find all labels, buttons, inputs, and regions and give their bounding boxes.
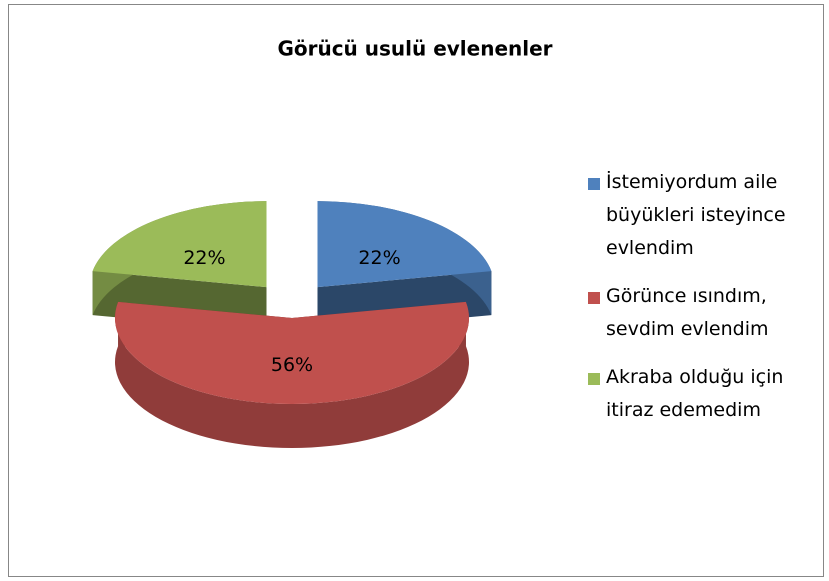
legend-swatch [588, 292, 600, 304]
data-label: 56% [271, 354, 313, 376]
legend-swatch [588, 178, 600, 190]
slice [115, 301, 469, 404]
legend-label: İstemiyordum aile büyükleri isteyince ev… [606, 171, 786, 259]
data-label: 22% [183, 247, 225, 269]
legend-label: Görünce ısındım, sevdim evlendim [606, 285, 769, 340]
chart-title: Görücü usulü evlenenler [277, 37, 552, 61]
legend: İstemiyordum aile büyükleri isteyince ev… [588, 166, 820, 442]
legend-label: Akraba olduğu için itiraz edemedim [606, 366, 784, 421]
legend-item: İstemiyordum aile büyükleri isteyince ev… [588, 166, 820, 265]
slice [92, 201, 267, 288]
legend-item: Görünce ısındım, sevdim evlendim [588, 280, 820, 346]
slice-side [115, 301, 469, 448]
legend-swatch [588, 373, 600, 385]
data-label: 22% [358, 247, 400, 269]
slice [317, 201, 492, 288]
legend-item: Akraba olduğu için itiraz edemedim [588, 361, 820, 427]
